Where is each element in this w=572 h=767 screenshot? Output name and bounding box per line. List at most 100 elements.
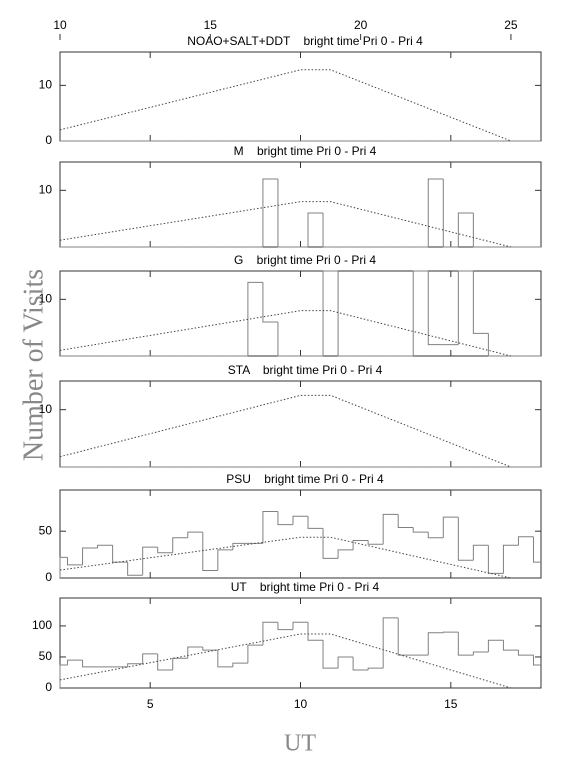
dotted-line <box>59 69 512 142</box>
panel-frame <box>59 51 542 142</box>
histogram-step <box>127 663 143 667</box>
histogram-step <box>202 532 218 572</box>
histogram-step <box>397 514 414 528</box>
x2-tick-label: 15 <box>204 18 218 32</box>
histogram-step <box>517 650 534 656</box>
histogram-step <box>322 528 339 559</box>
panel-title: PSU bright time Pri 0 - Pri 4 <box>226 472 384 486</box>
histogram-step <box>262 511 278 544</box>
histogram-step <box>247 644 263 664</box>
histogram-step <box>472 213 489 248</box>
histogram-step <box>277 179 293 248</box>
dotted-line <box>59 536 512 579</box>
histogram-step <box>337 656 354 669</box>
histogram-step <box>532 536 541 563</box>
histogram-step <box>97 544 113 549</box>
histogram-step <box>307 622 324 641</box>
y-tick-label: 0 <box>45 570 52 584</box>
histogram-step <box>382 513 399 545</box>
histogram-step <box>262 178 278 247</box>
histogram-step <box>532 655 541 666</box>
histogram-step <box>232 662 248 667</box>
x-tick-label: 15 <box>444 697 458 711</box>
y-axis-label: Number of Visits <box>18 269 49 461</box>
histogram-step <box>457 270 474 345</box>
histogram-step <box>322 213 339 248</box>
histogram-step <box>67 659 83 666</box>
histogram-step <box>517 536 534 546</box>
histogram-step <box>262 621 278 646</box>
histogram-step <box>292 621 309 630</box>
y-tick-label: 0 <box>45 680 52 694</box>
panel-title: UT bright time Pri 0 - Pri 4 <box>231 580 380 594</box>
histogram-step <box>457 212 474 247</box>
panel-title: M bright time Pri 0 - Pri 4 <box>234 144 377 158</box>
x-tick-label: 10 <box>294 697 308 711</box>
y-tick-label: 100 <box>32 618 52 632</box>
histogram-step <box>172 537 188 553</box>
panel-frame <box>59 597 542 689</box>
dotted-line <box>59 633 512 689</box>
histogram-step <box>352 656 369 671</box>
histogram-step <box>472 544 489 561</box>
histogram-step <box>322 640 339 669</box>
histogram-step <box>292 515 309 525</box>
histogram-step <box>502 544 519 574</box>
histogram-step <box>442 179 459 248</box>
histogram-step <box>382 617 399 669</box>
histogram-step <box>127 562 143 576</box>
histogram-step <box>487 333 504 357</box>
histogram-step <box>187 646 203 659</box>
histogram-step <box>412 270 429 356</box>
y-tick-label: 10 <box>39 402 53 416</box>
histogram-step <box>277 322 293 357</box>
histogram-step <box>457 517 474 561</box>
x-axis-label: UT <box>284 731 316 757</box>
histogram-step <box>307 212 324 247</box>
histogram-step <box>472 651 489 656</box>
histogram-step <box>352 540 369 550</box>
histogram-step <box>82 660 98 668</box>
y-tick-label: 10 <box>39 78 53 92</box>
histogram-step <box>202 647 218 651</box>
y-tick-label: 50 <box>39 649 53 663</box>
histogram-step <box>442 631 459 633</box>
histogram-step <box>187 531 203 538</box>
histogram-step <box>427 271 444 346</box>
histogram-step <box>487 545 504 574</box>
histogram-step <box>112 545 128 563</box>
histogram-step <box>322 270 339 356</box>
histogram-step <box>397 617 414 656</box>
dotted-line <box>59 394 512 468</box>
panel-frame <box>59 270 542 357</box>
histogram-step <box>367 540 384 545</box>
histogram-step <box>82 547 98 565</box>
y-tick-label: 10 <box>39 292 53 306</box>
x2-tick-label: 10 <box>53 18 67 32</box>
x2-tick-label: 25 <box>504 18 518 32</box>
histogram-step <box>142 653 158 664</box>
histogram-step <box>337 271 354 357</box>
histogram-step <box>277 622 293 631</box>
histogram-step <box>427 532 444 539</box>
histogram-step <box>142 546 158 576</box>
histogram-step <box>247 281 263 356</box>
histogram-step <box>427 178 444 247</box>
histogram-step <box>157 653 173 671</box>
histogram-step <box>172 657 188 670</box>
panel-frame <box>59 380 542 468</box>
histogram-step <box>277 511 293 526</box>
histogram-step <box>157 547 173 554</box>
histogram-step <box>307 516 324 529</box>
panel-title: NOAO+SALT+DDT bright time Pri 0 - Pri 4 <box>187 34 423 48</box>
dotted-line <box>59 310 512 357</box>
histogram-step <box>442 516 459 538</box>
y-tick-label: 0 <box>45 133 52 147</box>
x-tick-label: 5 <box>147 697 154 711</box>
panel-frame <box>59 161 542 248</box>
y-tick-label: 10 <box>39 183 53 197</box>
histogram-step <box>502 640 519 651</box>
histogram-step <box>412 527 429 533</box>
x2-tick-label: 20 <box>354 18 368 32</box>
